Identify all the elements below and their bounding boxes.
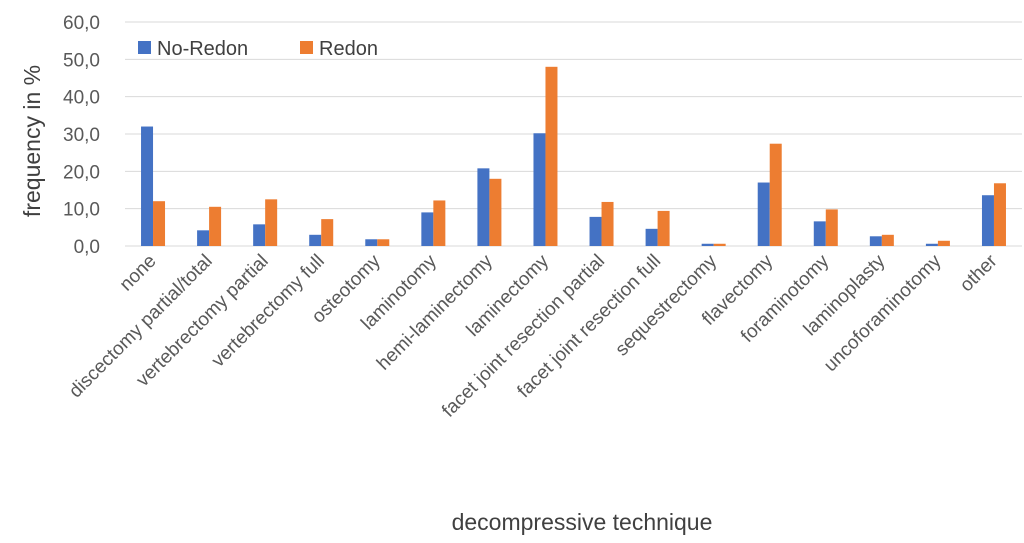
bar-redon [994, 183, 1006, 246]
bar-no-redon [814, 221, 826, 246]
x-axis-title: decompressive technique [452, 509, 713, 535]
bar-redon [658, 211, 670, 246]
y-tick-label: 20,0 [63, 162, 100, 183]
bar-no-redon [533, 133, 545, 246]
bar-redon [489, 179, 501, 246]
bar-no-redon [309, 235, 321, 246]
bar-no-redon [253, 224, 265, 246]
y-tick-label: 0,0 [74, 237, 100, 258]
bar-redon [545, 67, 557, 246]
bar-no-redon [758, 183, 770, 246]
bar-no-redon [926, 244, 938, 246]
bar-redon [882, 235, 894, 246]
bar-no-redon [141, 127, 153, 246]
bar-no-redon [421, 212, 433, 246]
bar-no-redon [365, 239, 377, 246]
bar-redon [714, 244, 726, 246]
bar-no-redon [590, 217, 602, 246]
y-tick-label: 60,0 [63, 13, 100, 34]
bar-no-redon [197, 230, 209, 246]
legend: No-Redon Redon [138, 38, 378, 60]
bar-redon [265, 199, 277, 246]
bar-redon [321, 219, 333, 246]
legend-swatch-redon [300, 41, 313, 54]
bars [141, 67, 1006, 246]
y-tick-label: 50,0 [63, 50, 100, 71]
x-tick-label: other [956, 250, 1002, 296]
bar-no-redon [702, 244, 714, 246]
y-tick-label: 10,0 [63, 200, 100, 221]
legend-swatch-no-redon [138, 41, 151, 54]
bar-redon [377, 239, 389, 246]
bar-redon [938, 241, 950, 246]
bar-no-redon [870, 236, 882, 246]
bar-redon [602, 202, 614, 246]
y-tick-label: 30,0 [63, 125, 100, 146]
bar-redon [770, 144, 782, 246]
bar-no-redon [477, 168, 489, 246]
y-tick-label: 40,0 [63, 88, 100, 109]
bar-no-redon [982, 195, 994, 246]
legend-label-no-redon: No-Redon [157, 38, 248, 60]
bar-redon [209, 207, 221, 246]
y-axis-title: frequency in % [19, 65, 45, 217]
bar-redon [433, 200, 445, 246]
bar-redon [153, 201, 165, 246]
legend-label-redon: Redon [319, 38, 378, 60]
y-axis-ticks: 0,0 10,0 20,0 30,0 40,0 50,0 60,0 [63, 13, 100, 258]
bar-no-redon [646, 229, 658, 246]
bar-redon [826, 209, 838, 246]
x-tick-label: sequestrectomy [612, 250, 722, 360]
x-tick-label: none [116, 251, 161, 296]
gridlines [125, 22, 1022, 246]
